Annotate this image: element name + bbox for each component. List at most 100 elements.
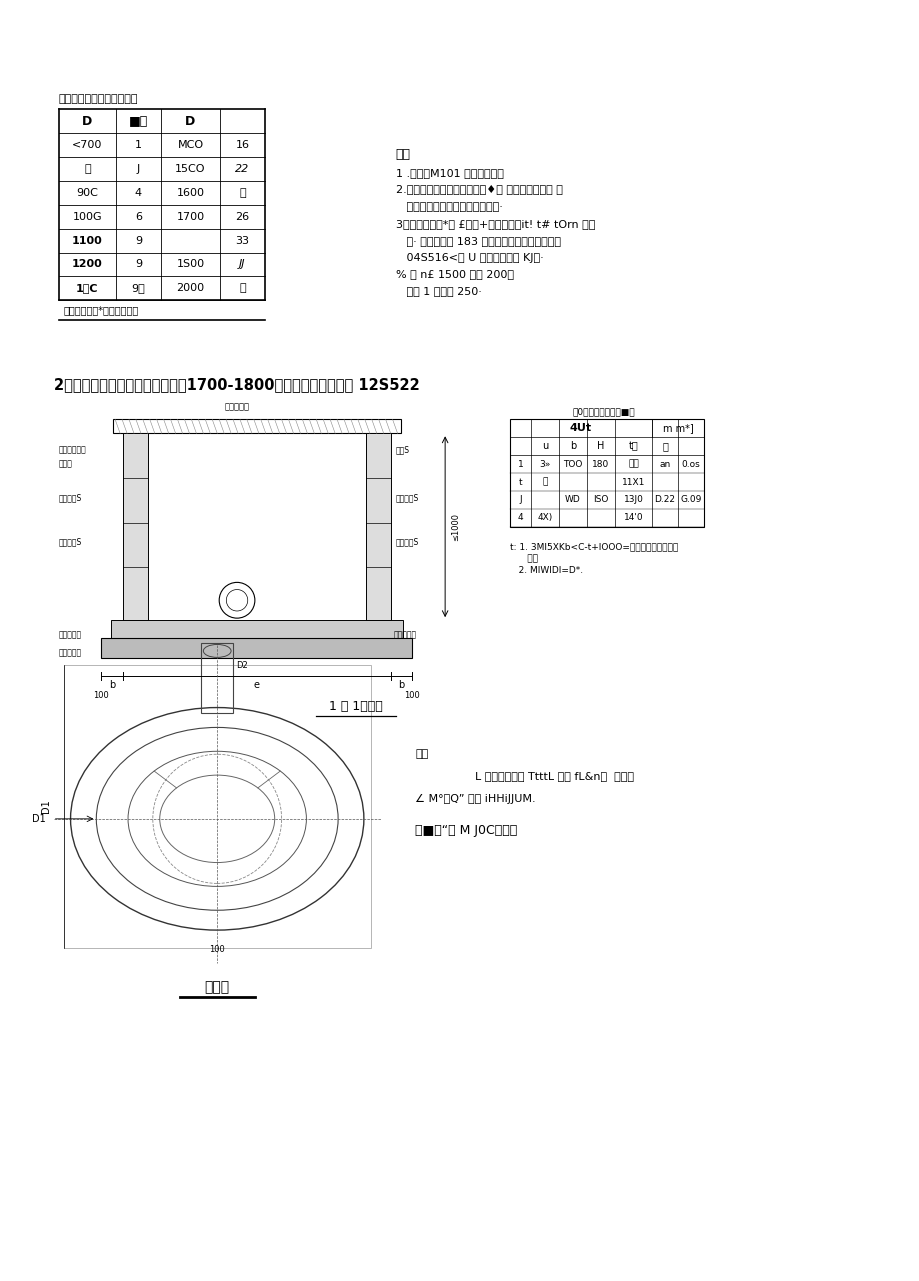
Text: 1700: 1700 xyxy=(176,211,204,222)
Text: 2.进出生在式的世首者为仙口♦， 火口不应直黑与 虾: 2.进出生在式的世首者为仙口♦， 火口不应直黑与 虾 xyxy=(395,184,562,195)
Text: 罪: 罪 xyxy=(239,188,245,199)
Text: ■处: ■处 xyxy=(129,115,148,128)
Text: TOO: TOO xyxy=(562,460,582,469)
Text: b: b xyxy=(398,680,404,689)
Text: 100: 100 xyxy=(94,690,109,699)
Text: <700: <700 xyxy=(72,140,103,150)
Text: 4X): 4X) xyxy=(537,514,552,523)
Bar xyxy=(101,638,412,658)
Text: 挢0各郡尺寸及工程■表: 挢0各郡尺寸及工程■表 xyxy=(572,407,634,416)
Text: JJ: JJ xyxy=(239,260,245,269)
Text: 模板土管道: 模板土管道 xyxy=(393,630,416,639)
Text: 1 .席栗：M101 加心水送孙丸: 1 .席栗：M101 加心水送孙丸 xyxy=(395,168,503,178)
Bar xyxy=(63,665,370,948)
Text: b: b xyxy=(569,441,575,451)
Text: 管片壁哦S: 管片壁哦S xyxy=(395,538,418,547)
Text: 04S516<副 U 静水仪基砖贴 KJ》·: 04S516<副 U 静水仪基砖贴 KJ》· xyxy=(395,252,543,263)
Text: 3进出技在弁的*大 £凝土+的多一节忆it! t# tOrn 鱼国: 3进出技在弁的*大 £凝土+的多一节忆it! t# tOrn 鱼国 xyxy=(395,219,595,229)
Text: 90C: 90C xyxy=(76,188,98,199)
Text: 100: 100 xyxy=(404,690,420,699)
Text: 15CO: 15CO xyxy=(175,164,206,174)
Text: MCO: MCO xyxy=(177,140,203,150)
Text: 1600: 1600 xyxy=(176,188,204,199)
Text: D2: D2 xyxy=(236,661,247,670)
Text: 14'0: 14'0 xyxy=(623,514,642,523)
Text: 管片壁哦S: 管片壁哦S xyxy=(59,538,82,547)
Bar xyxy=(111,620,403,638)
Text: L 星必怀：干的 TtttL 制秩 fL&n；  闺肝肌: L 星必怀：干的 TtttL 制秩 fL&n； 闺肝肌 xyxy=(474,771,633,781)
Text: 网: 网 xyxy=(84,164,91,174)
Text: 9: 9 xyxy=(135,260,142,269)
Text: 22: 22 xyxy=(235,164,249,174)
Text: % 加 n£ 1500 比罚 200；: % 加 n£ 1500 比罚 200； xyxy=(395,269,513,279)
Text: e: e xyxy=(254,680,259,689)
Text: 1 二 1即百图: 1 二 1即百图 xyxy=(329,699,382,712)
Text: 26: 26 xyxy=(235,211,249,222)
Text: 泉■土“取 M J0C：。。: 泉■土“取 M J0C：。。 xyxy=(415,824,517,836)
Text: 调草形: 调草形 xyxy=(59,459,73,468)
Bar xyxy=(123,433,148,620)
Text: 井相接需选麟养专用息阵靠媵和·: 井相接需选麟养专用息阵靠媵和· xyxy=(395,202,502,211)
Text: t: t xyxy=(518,478,522,487)
Text: 拄：血株也債*魁（一）计脟: 拄：血株也債*魁（一）计脟 xyxy=(63,305,139,315)
Text: 3»: 3» xyxy=(539,460,550,469)
Text: 可加: 可加 xyxy=(628,460,638,469)
Text: 也一: 也一 xyxy=(415,749,428,760)
Text: 管片壁哦S: 管片壁哦S xyxy=(59,493,82,502)
Text: 1: 1 xyxy=(135,140,142,150)
Text: 4: 4 xyxy=(517,514,523,523)
Text: 2000: 2000 xyxy=(176,283,204,293)
Text: 穿墙管洞口扣除模块数量表: 穿墙管洞口扣除模块数量表 xyxy=(59,94,138,104)
Text: ISO: ISO xyxy=(593,496,607,505)
Text: 2、混凝土模块式雨水圆形检查乷1700-1800细部构造做法：图集 12S522: 2、混凝土模块式雨水圆形检查乷1700-1800细部构造做法：图集 12S522 xyxy=(53,377,419,392)
Text: 模板土管道: 模板土管道 xyxy=(59,630,82,639)
Text: 1100: 1100 xyxy=(72,236,103,246)
Text: 1卷C: 1卷C xyxy=(76,283,98,293)
Text: 9: 9 xyxy=(135,236,142,246)
Text: H: H xyxy=(596,441,604,451)
Text: 柿: 柿 xyxy=(239,283,245,293)
Text: WD: WD xyxy=(564,496,580,505)
Text: 1: 1 xyxy=(517,460,523,469)
Text: 管片壁哦S: 管片壁哦S xyxy=(395,493,418,502)
Bar xyxy=(366,433,391,620)
Text: D: D xyxy=(82,115,93,128)
Text: ∠ M°，Q” 见头 iHHiJJUM.: ∠ M°，Q” 见头 iHHiJJUM. xyxy=(415,794,536,804)
Text: m m*]: m m*] xyxy=(662,424,693,433)
Text: 13J0: 13J0 xyxy=(623,496,642,505)
Text: 1200: 1200 xyxy=(72,260,103,269)
Text: ≤1000: ≤1000 xyxy=(450,512,460,541)
Text: 细心 1 皿谒尸 250·: 细心 1 皿谒尸 250· xyxy=(395,287,481,296)
Text: 33: 33 xyxy=(235,236,249,246)
Text: 4: 4 xyxy=(135,188,142,199)
Text: 6: 6 xyxy=(135,211,142,222)
Circle shape xyxy=(219,583,255,619)
Text: 井盖及井框: 井盖及井框 xyxy=(224,402,249,411)
Text: 180: 180 xyxy=(592,460,608,469)
Text: 注：: 注： xyxy=(395,149,410,161)
Text: J: J xyxy=(137,164,140,174)
Text: b: b xyxy=(109,680,115,689)
Text: D.22: D.22 xyxy=(654,496,675,505)
Text: 1S00: 1S00 xyxy=(176,260,204,269)
Text: D1: D1 xyxy=(32,813,46,824)
Text: t也: t也 xyxy=(628,441,638,451)
Text: 9．: 9． xyxy=(131,283,145,293)
Text: 平面图: 平面图 xyxy=(204,980,230,994)
Text: 选样S: 选样S xyxy=(395,446,409,455)
Bar xyxy=(113,419,400,433)
Bar xyxy=(201,643,233,712)
Text: D1: D1 xyxy=(40,799,51,813)
Text: 内· 货基阴录用 183 此量土基说，依法会见图集: 内· 货基阴录用 183 此量土基说，依法会见图集 xyxy=(395,236,560,246)
Text: 100: 100 xyxy=(210,945,225,954)
Text: G.09: G.09 xyxy=(679,496,701,505)
Text: t: 1. 3MI5XKb<C-t+lOOO=申下曲背北邦井等，: t: 1. 3MI5XKb<C-t+lOOO=申下曲背北邦井等， xyxy=(509,543,677,552)
Text: 100G: 100G xyxy=(73,211,102,222)
Text: 2. MIWIDI=D*.: 2. MIWIDI=D*. xyxy=(509,566,582,575)
Text: 注: 注 xyxy=(662,441,667,451)
Text: 16: 16 xyxy=(235,140,249,150)
Text: 0.os: 0.os xyxy=(681,460,699,469)
Text: J: J xyxy=(518,496,521,505)
Text: 4Ut: 4Ut xyxy=(569,424,591,433)
Text: 加: 加 xyxy=(542,478,548,487)
